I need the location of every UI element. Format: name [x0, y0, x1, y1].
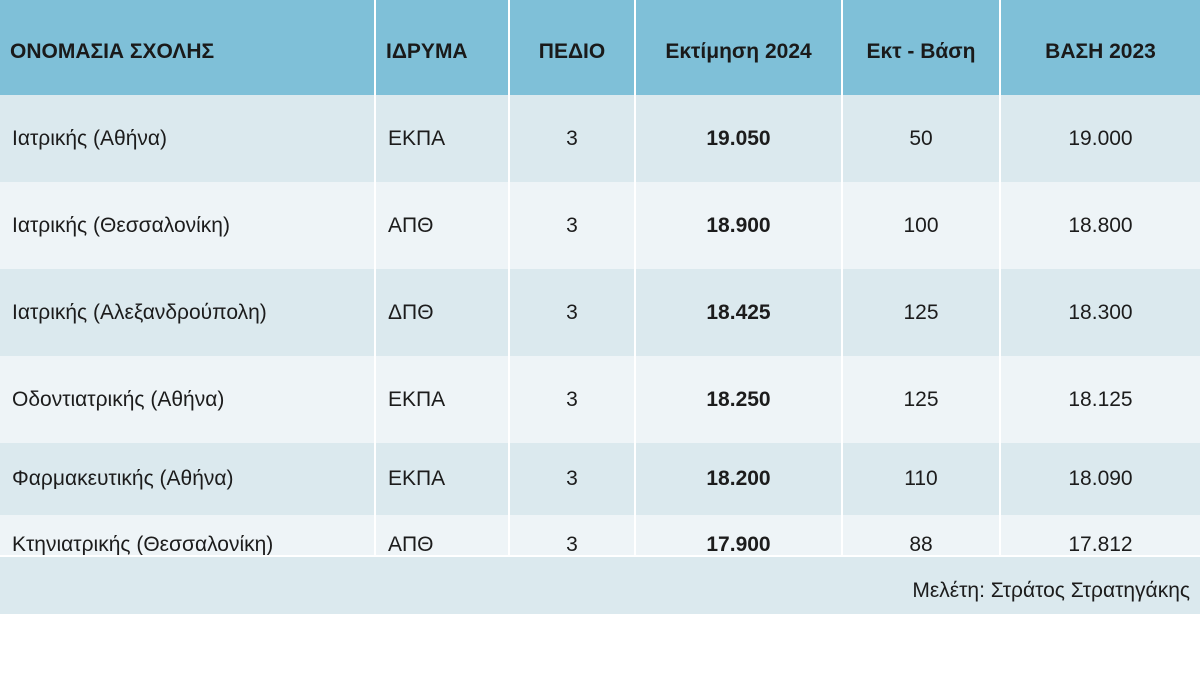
cell-institution: ΕΚΠΑ — [375, 356, 510, 443]
cell-estimate-2024: 18.250 — [635, 356, 843, 443]
table-header-row: ΟΝΟΜΑΣΙΑ ΣΧΟΛΗΣ ΙΔΡΥΜΑ ΠΕΔΙΟ Εκτίμηση 20… — [0, 0, 1200, 95]
table-footer: Μελέτη: Στράτος Στρατηγάκης — [0, 555, 1200, 614]
header-institution: ΙΔΡΥΜΑ — [375, 0, 510, 95]
cell-estimate-2024: 18.900 — [635, 182, 843, 269]
cell-institution: ΕΚΠΑ — [375, 95, 510, 182]
table-row: Φαρμακευτικής (Αθήνα) ΕΚΠΑ 3 18.200 110 … — [0, 443, 1200, 515]
table-row: Ιατρικής (Αλεξανδρούπολη) ΔΠΘ 3 18.425 1… — [0, 269, 1200, 356]
table-row: Ιατρικής (Αθήνα) ΕΚΠΑ 3 19.050 50 19.000 — [0, 95, 1200, 182]
cell-estimate-diff: 110 — [842, 443, 1001, 515]
cell-base-2023: 19.000 — [1068, 126, 1133, 150]
cell-institution: ΕΚΠΑ — [375, 443, 510, 515]
cell-school: Οδοντιατρικής (Αθήνα) — [0, 356, 376, 443]
table-row: Ιατρικής (Θεσσαλονίκη) ΑΠΘ 3 18.900 100 … — [0, 182, 1200, 269]
cell-school: Ιατρικής (Θεσσαλονίκη) — [0, 182, 376, 269]
header-estimate-2024: Εκτίμηση 2024 — [635, 0, 843, 95]
cell-base-2023: 18.800 — [1068, 213, 1133, 237]
table-row: Οδοντιατρικής (Αθήνα) ΕΚΠΑ 3 18.250 125 … — [0, 356, 1200, 443]
cell-base-2023: 18.300 — [1068, 300, 1133, 324]
study-credit: Μελέτη: Στράτος Στρατηγάκης — [912, 579, 1190, 602]
cell-field: 3 — [509, 443, 636, 515]
cell-estimate-diff: 50 — [842, 95, 1001, 182]
cell-estimate-2024: 18.425 — [635, 269, 843, 356]
cell-base-2023: 18.090 — [1068, 467, 1133, 490]
cell-field: 3 — [509, 269, 636, 356]
cell-estimate-diff: 125 — [842, 269, 1001, 356]
cell-school: Φαρμακευτικής (Αθήνα) — [0, 443, 376, 515]
cell-estimate-2024: 19.050 — [635, 95, 843, 182]
cell-institution: ΔΠΘ — [375, 269, 510, 356]
cell-estimate-2024: 18.200 — [635, 443, 843, 515]
header-school: ΟΝΟΜΑΣΙΑ ΣΧΟΛΗΣ — [0, 0, 376, 95]
results-table-container: ΟΝΟΜΑΣΙΑ ΣΧΟΛΗΣ ΙΔΡΥΜΑ ΠΕΔΙΟ Εκτίμηση 20… — [0, 0, 1200, 614]
header-field: ΠΕΔΙΟ — [509, 0, 636, 95]
cell-estimate-diff: 125 — [842, 356, 1001, 443]
cell-institution: ΑΠΘ — [375, 182, 510, 269]
header-base-2023: ΒΑΣΗ 2023 — [1045, 40, 1156, 63]
cell-field: 3 — [509, 356, 636, 443]
cell-estimate-diff: 100 — [842, 182, 1001, 269]
cell-field: 3 — [509, 182, 636, 269]
cell-school: Ιατρικής (Αλεξανδρούπολη) — [0, 269, 376, 356]
cell-base-2023: 18.125 — [1068, 387, 1133, 411]
results-table: ΟΝΟΜΑΣΙΑ ΣΧΟΛΗΣ ΙΔΡΥΜΑ ΠΕΔΙΟ Εκτίμηση 20… — [0, 0, 1200, 575]
header-estimate-diff: Εκτ - Βάση — [842, 0, 1001, 95]
cell-field: 3 — [509, 95, 636, 182]
cell-base-2023: 17.812 — [1068, 533, 1133, 556]
cell-school: Ιατρικής (Αθήνα) — [0, 95, 376, 182]
